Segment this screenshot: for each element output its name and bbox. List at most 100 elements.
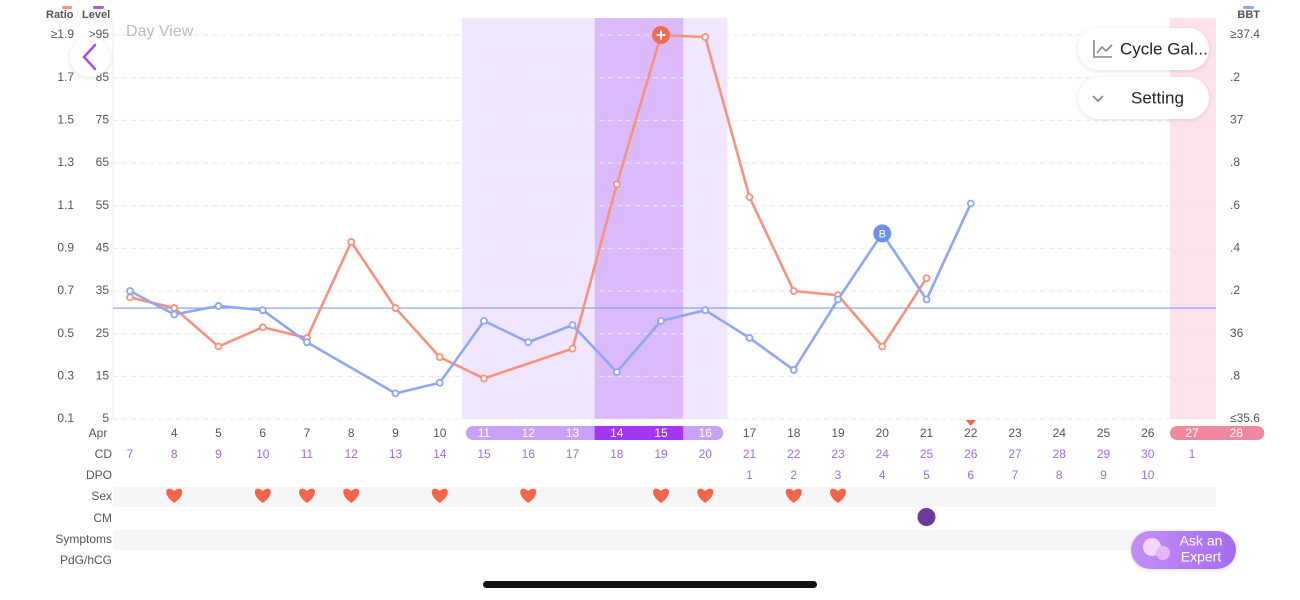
data-point (789, 287, 798, 295)
x-tick-label: 21 (920, 426, 934, 440)
row-value: 14 (433, 447, 447, 461)
y-tick-label: 0.9 (57, 241, 74, 255)
button-label: Setting (1131, 88, 1184, 107)
heart-icon (299, 488, 315, 503)
y-tick-label: 1.3 (57, 155, 74, 169)
button-label: Ask an (1180, 533, 1223, 549)
y2-tick-label: ≤35.6 (1230, 411, 1260, 425)
data-point (435, 353, 444, 362)
row-value: 2 (790, 468, 797, 482)
row-value: 25 (920, 447, 934, 461)
heart-icon (520, 488, 537, 503)
x-tick-label: 8 (348, 426, 355, 440)
peak-plus (656, 30, 666, 40)
x-tick-label: 22 (964, 426, 978, 440)
data-point (745, 193, 754, 202)
cm-icon (917, 508, 936, 526)
y-tick-label: 1.1 (57, 198, 74, 212)
row-value: 27 (1008, 447, 1022, 461)
legend-swatch (62, 6, 72, 9)
y2-tick-label: .8 (1230, 155, 1240, 169)
button-label: Cycle Gal... (1120, 39, 1208, 58)
back-button[interactable] (70, 37, 110, 77)
x-tick-label: 24 (1053, 426, 1067, 440)
x-tick-label: 17 (743, 426, 757, 440)
row-value: 10 (256, 447, 270, 461)
bubble-icon (1156, 546, 1170, 560)
button-bg (1078, 28, 1209, 70)
period-date-pill (1170, 426, 1265, 440)
data-point (878, 342, 887, 351)
data-point (258, 323, 267, 332)
heart-icon (431, 488, 448, 503)
row-label: CM (93, 511, 112, 525)
button-bg (1078, 77, 1209, 119)
y-tick-label: 1.5 (57, 113, 74, 127)
view-title: Day View (126, 23, 194, 40)
row-value: 7 (127, 447, 134, 461)
row-value: 21 (743, 447, 757, 461)
y-tick-label: 0.3 (57, 369, 74, 383)
row-value: 7 (1012, 468, 1019, 482)
cycle-gallery-button[interactable]: Cycle Gal... (1078, 28, 1209, 70)
peak-window (594, 18, 684, 419)
data-point (612, 180, 621, 189)
x-tick-label: 12 (522, 426, 536, 440)
back-button-bg (70, 37, 110, 77)
data-point (480, 316, 488, 325)
y2-tick-label: .4 (1230, 241, 1240, 255)
level-tick-label: 35 (96, 283, 110, 297)
data-point (922, 274, 931, 283)
data-point (391, 389, 400, 398)
data-point (258, 306, 267, 315)
y2-tick-label: .2 (1230, 70, 1240, 84)
level-tick-label: 25 (96, 326, 110, 340)
data-point (834, 295, 842, 304)
row-value: 18 (610, 447, 624, 461)
row-label: DPO (86, 468, 112, 482)
row-value: 30 (1141, 447, 1155, 461)
row-value: 11 (301, 447, 314, 461)
row-value: 17 (566, 447, 580, 461)
chevron-icon (1092, 95, 1104, 103)
x-tick-label: 14 (610, 426, 624, 440)
y2-tick-label: .2 (1230, 283, 1240, 297)
x-tick-label: Apr (89, 426, 108, 440)
x-tick-label: 10 (433, 426, 447, 440)
row-value: 9 (215, 447, 222, 461)
data-point (170, 304, 179, 312)
row-value: 5 (923, 468, 930, 482)
x-tick-label: 20 (876, 426, 890, 440)
row-stripe (113, 530, 1216, 550)
x-tick-label: 7 (304, 426, 311, 440)
row-value: 1 (746, 468, 753, 482)
row-value: 16 (522, 447, 536, 461)
x-tick-label: 13 (566, 426, 580, 440)
data-point (701, 33, 710, 42)
heart-icon (653, 488, 669, 503)
setting-button[interactable]: Setting (1078, 77, 1209, 119)
data-point (701, 306, 710, 315)
x-tick-label: 18 (787, 426, 801, 440)
level-tick-label: 45 (96, 241, 110, 255)
level-tick-label: 55 (96, 198, 110, 212)
data-point (480, 374, 488, 383)
heart-icon (697, 488, 714, 503)
legend-label: BBT (1237, 9, 1260, 21)
data-point (568, 344, 577, 353)
data-point (789, 366, 798, 374)
y2-tick-label: ≥37.4 (1230, 27, 1260, 41)
today-marker (965, 420, 976, 426)
y2-tick-label: 37 (1230, 113, 1244, 127)
data-point (391, 304, 400, 312)
ui-overlay: Day View Cycle Gal... Setting Ask an Exp… (70, 23, 1236, 588)
heart-icon (785, 488, 802, 503)
x-tick-label: 9 (392, 426, 399, 440)
x-tick-label: 19 (831, 426, 845, 440)
row-value: 23 (831, 447, 845, 461)
row-value: 1 (1189, 447, 1196, 461)
heart-icon (343, 488, 360, 503)
ask-expert-button[interactable]: Ask an Expert (1131, 531, 1236, 569)
